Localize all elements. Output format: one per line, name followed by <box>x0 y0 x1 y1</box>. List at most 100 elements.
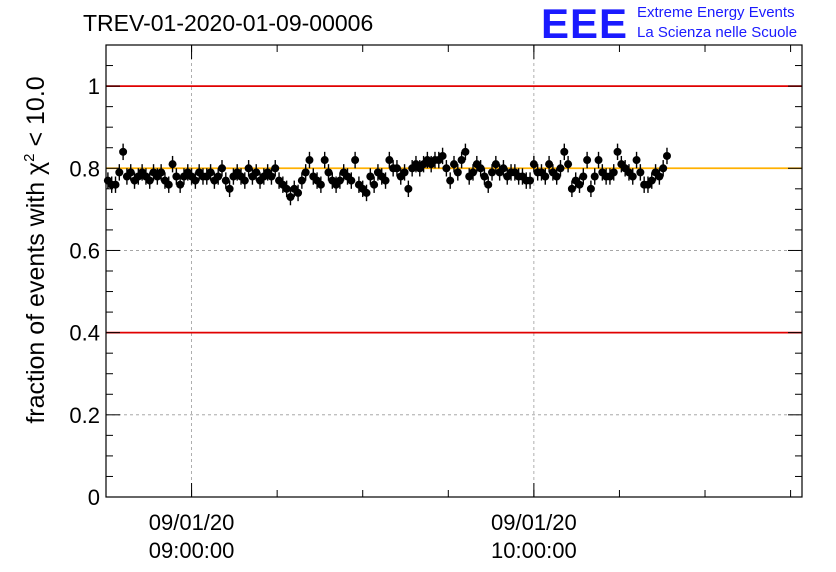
data-point-marker <box>305 156 314 165</box>
data-point <box>450 155 458 173</box>
data-point <box>575 176 584 193</box>
plot-frame <box>105 44 803 498</box>
data-point <box>628 168 637 185</box>
x-tick-label-date: 09/01/20 <box>491 510 577 535</box>
data-point-marker <box>252 168 261 177</box>
data-point <box>157 164 166 181</box>
x-tick-label-time: 09:00:00 <box>149 538 235 563</box>
data-point <box>659 160 668 177</box>
logo-line-1: Extreme Energy Events <box>637 4 795 21</box>
data-point <box>594 151 603 169</box>
data-point <box>579 168 588 185</box>
data-point-marker <box>632 156 641 165</box>
data-point-marker <box>221 176 230 185</box>
data-point-marker <box>286 193 295 202</box>
data-point-marker <box>564 160 573 169</box>
data-point <box>400 164 409 181</box>
data-point-marker <box>168 160 177 169</box>
data-point-marker <box>586 184 595 193</box>
data-point <box>176 176 185 193</box>
data-point <box>438 147 447 165</box>
data-point <box>119 143 128 161</box>
data-point-marker <box>392 164 401 173</box>
y-axis-label: fraction of events with χ2 < 10.0 <box>21 76 50 423</box>
data-point <box>282 180 291 198</box>
data-point-marker <box>267 172 276 181</box>
data-point-marker <box>240 176 249 185</box>
data-point <box>647 172 656 189</box>
data-point <box>362 184 371 202</box>
data-point <box>381 172 390 189</box>
data-point-marker <box>556 164 565 173</box>
data-point <box>366 168 375 185</box>
data-point <box>267 168 276 185</box>
data-point-marker <box>442 164 451 173</box>
data-point <box>499 160 508 177</box>
data-point <box>457 151 466 169</box>
tick-labels: 0 0.2 0.4 0.6 0.8 1 09/01/20 09:00:00 09/01/20 10… <box>69 74 576 563</box>
data-point <box>461 143 470 161</box>
data-point-marker <box>282 184 291 193</box>
data-point-marker <box>450 160 458 169</box>
data-point-marker <box>552 172 561 181</box>
data-point <box>324 164 333 181</box>
y-tick-label: 0.4 <box>69 321 100 346</box>
x-tick-label-time: 10:00:00 <box>491 538 577 563</box>
data-point <box>218 160 226 177</box>
data-point-marker <box>636 168 645 177</box>
data-point <box>214 168 223 185</box>
data-point-marker <box>271 164 280 173</box>
data-point-marker <box>294 188 303 197</box>
data-point-marker <box>480 172 489 181</box>
data-point <box>126 164 135 181</box>
data-point <box>529 155 538 173</box>
chart-title: TREV-01-2020-01-09-00006 <box>83 10 374 36</box>
data-point <box>145 172 154 189</box>
data-point <box>476 160 485 177</box>
data-point-marker <box>469 168 478 177</box>
data-point <box>488 164 497 181</box>
data-point <box>335 172 344 189</box>
data-point-marker <box>560 147 569 156</box>
logo-line-2: La Scienza nelle Scuole <box>637 24 798 41</box>
data-point <box>294 184 303 202</box>
data-point <box>370 176 379 193</box>
data-point-marker <box>609 168 618 177</box>
data-point <box>385 151 394 169</box>
data-point-marker <box>404 184 413 193</box>
data-point <box>164 176 173 193</box>
data-point-marker <box>347 176 356 185</box>
data-point <box>286 188 295 206</box>
data-point-marker <box>324 168 333 177</box>
data-points <box>103 143 671 206</box>
data-point <box>526 172 535 189</box>
data-point <box>655 168 664 185</box>
data-point <box>244 160 253 177</box>
data-point-marker <box>655 172 664 181</box>
data-point-marker <box>320 156 329 165</box>
data-point-marker <box>381 176 390 185</box>
data-point <box>442 160 451 177</box>
data-point <box>590 168 599 185</box>
data-point-marker <box>662 151 671 160</box>
eee-logo-mark: EEE <box>541 0 629 47</box>
data-point <box>172 168 181 185</box>
data-point <box>392 160 401 177</box>
y-tick-label: 0.2 <box>69 403 100 428</box>
data-point-marker <box>225 184 234 193</box>
data-point-marker <box>119 147 128 156</box>
data-point-marker <box>613 147 622 156</box>
data-point <box>168 155 177 173</box>
data-point-marker <box>370 180 379 189</box>
data-point-marker <box>491 160 500 169</box>
data-point-marker <box>461 147 470 156</box>
data-point-marker <box>126 168 135 177</box>
data-point <box>115 164 124 181</box>
data-point-marker <box>218 164 226 173</box>
data-point-marker <box>579 172 588 181</box>
y-axis-label-tail: < 10.0 <box>22 76 50 153</box>
data-point-marker <box>453 168 462 177</box>
data-point-marker <box>488 168 497 177</box>
data-point <box>480 168 489 185</box>
data-point <box>301 164 310 181</box>
